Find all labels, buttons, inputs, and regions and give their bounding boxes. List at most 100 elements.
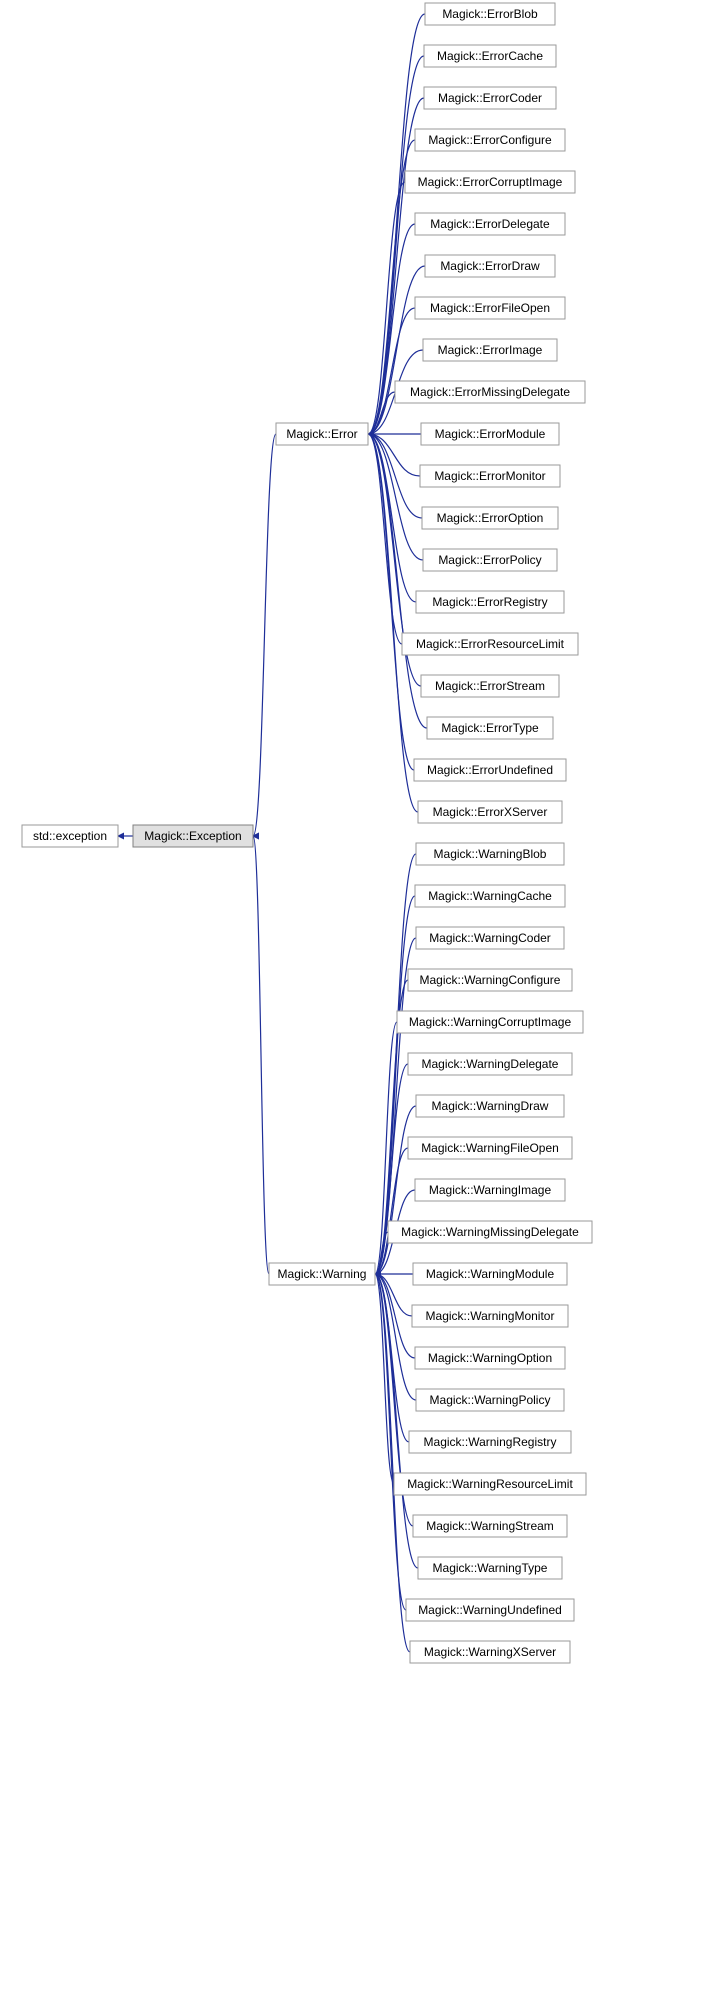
node-error-child-19-label: Magick::ErrorXServer (433, 805, 548, 819)
node-warning[interactable]: Magick::Warning (269, 1263, 375, 1285)
node-error-label: Magick::Error (286, 427, 357, 441)
node-error-child-2-label: Magick::ErrorCoder (438, 91, 542, 105)
node-error-child-16-label: Magick::ErrorStream (435, 679, 545, 693)
node-warning-child-18[interactable]: Magick::WarningUndefined (406, 1599, 574, 1621)
node-warning-child-18-label: Magick::WarningUndefined (418, 1603, 562, 1617)
edge-root-error (253, 434, 276, 836)
edge-warning-18 (375, 1274, 406, 1610)
node-error-child-9[interactable]: Magick::ErrorMissingDelegate (395, 381, 585, 403)
node-error-child-1-label: Magick::ErrorCache (437, 49, 543, 63)
node-warning-child-1-label: Magick::WarningCache (428, 889, 552, 903)
node-error-child-10-label: Magick::ErrorModule (435, 427, 546, 441)
node-error-child-10[interactable]: Magick::ErrorModule (421, 423, 559, 445)
node-warning-child-17[interactable]: Magick::WarningType (418, 1557, 562, 1579)
node-warning-child-4-label: Magick::WarningCorruptImage (409, 1015, 572, 1029)
inheritance-diagram: std::exception Magick::Exception Magick::E… (0, 0, 709, 2013)
edge-error-19 (368, 434, 418, 812)
node-warning-child-10-label: Magick::WarningModule (426, 1267, 555, 1281)
node-error-child-4-label: Magick::ErrorCorruptImage (418, 175, 563, 189)
node-warning-child-14-label: Magick::WarningRegistry (424, 1435, 557, 1449)
node-warning-child-16-label: Magick::WarningStream (426, 1519, 554, 1533)
node-warning-child-4[interactable]: Magick::WarningCorruptImage (397, 1011, 583, 1033)
node-warning-child-15[interactable]: Magick::WarningResourceLimit (394, 1473, 586, 1495)
node-warning-child-10[interactable]: Magick::WarningModule (413, 1263, 567, 1285)
node-warning-child-8[interactable]: Magick::WarningImage (415, 1179, 565, 1201)
node-error-child-12[interactable]: Magick::ErrorOption (422, 507, 558, 529)
edge-error-12 (368, 434, 422, 518)
node-warning-child-11[interactable]: Magick::WarningMonitor (412, 1305, 568, 1327)
node-warning-child-15-label: Magick::WarningResourceLimit (407, 1477, 573, 1491)
node-magick-exception[interactable]: Magick::Exception (133, 825, 253, 847)
node-warning-child-13-label: Magick::WarningPolicy (430, 1393, 551, 1407)
node-error-child-15[interactable]: Magick::ErrorResourceLimit (402, 633, 578, 655)
node-warning-child-6-label: Magick::WarningDraw (432, 1099, 549, 1113)
node-error-child-2[interactable]: Magick::ErrorCoder (424, 87, 556, 109)
node-error-child-12-label: Magick::ErrorOption (437, 511, 544, 525)
node-error-child-11[interactable]: Magick::ErrorMonitor (420, 465, 560, 487)
node-warning-child-19-label: Magick::WarningXServer (424, 1645, 556, 1659)
node-error-child-5-label: Magick::ErrorDelegate (430, 217, 550, 231)
node-warning-child-7-label: Magick::WarningFileOpen (421, 1141, 559, 1155)
node-error[interactable]: Magick::Error (276, 423, 368, 445)
node-error-child-6-label: Magick::ErrorDraw (440, 259, 540, 273)
node-std-exception-label: std::exception (33, 829, 107, 843)
node-warning-child-2-label: Magick::WarningCoder (429, 931, 551, 945)
node-warning-child-9[interactable]: Magick::WarningMissingDelegate (388, 1221, 592, 1243)
node-error-child-4[interactable]: Magick::ErrorCorruptImage (405, 171, 575, 193)
node-error-child-3-label: Magick::ErrorConfigure (428, 133, 552, 147)
node-warning-child-12-label: Magick::WarningOption (428, 1351, 552, 1365)
node-error-child-17-label: Magick::ErrorType (441, 721, 539, 735)
node-error-child-13-label: Magick::ErrorPolicy (438, 553, 541, 567)
node-warning-child-16[interactable]: Magick::WarningStream (413, 1515, 567, 1537)
node-error-child-7[interactable]: Magick::ErrorFileOpen (415, 297, 565, 319)
node-warning-child-2[interactable]: Magick::WarningCoder (416, 927, 564, 949)
node-std-exception[interactable]: std::exception (22, 825, 118, 847)
node-error-child-19[interactable]: Magick::ErrorXServer (418, 801, 562, 823)
node-error-child-8-label: Magick::ErrorImage (438, 343, 543, 357)
node-error-child-0-label: Magick::ErrorBlob (442, 7, 538, 21)
node-warning-child-0[interactable]: Magick::WarningBlob (416, 843, 564, 865)
node-warning-child-12[interactable]: Magick::WarningOption (415, 1347, 565, 1369)
node-warning-child-13[interactable]: Magick::WarningPolicy (416, 1389, 564, 1411)
edge-warning-19 (375, 1274, 410, 1652)
node-error-child-16[interactable]: Magick::ErrorStream (421, 675, 559, 697)
edge-error-15 (368, 434, 402, 644)
node-warning-child-0-label: Magick::WarningBlob (434, 847, 547, 861)
node-error-child-18-label: Magick::ErrorUndefined (427, 763, 553, 777)
node-warning-label: Magick::Warning (278, 1267, 367, 1281)
node-magick-exception-label: Magick::Exception (144, 829, 241, 843)
edge-warning-6 (375, 1106, 416, 1274)
node-error-child-0[interactable]: Magick::ErrorBlob (425, 3, 555, 25)
node-error-child-7-label: Magick::ErrorFileOpen (430, 301, 550, 315)
node-warning-child-5[interactable]: Magick::WarningDelegate (408, 1053, 572, 1075)
node-error-child-8[interactable]: Magick::ErrorImage (423, 339, 557, 361)
node-error-child-6[interactable]: Magick::ErrorDraw (425, 255, 555, 277)
node-error-child-9-label: Magick::ErrorMissingDelegate (410, 385, 570, 399)
node-warning-child-7[interactable]: Magick::WarningFileOpen (408, 1137, 572, 1159)
node-warning-child-3-label: Magick::WarningConfigure (420, 973, 561, 987)
node-error-child-13[interactable]: Magick::ErrorPolicy (423, 549, 557, 571)
edge-error-14 (368, 434, 416, 602)
node-warning-child-19[interactable]: Magick::WarningXServer (410, 1641, 570, 1663)
node-error-child-1[interactable]: Magick::ErrorCache (424, 45, 556, 67)
node-error-child-11-label: Magick::ErrorMonitor (434, 469, 545, 483)
nodes-layer: std::exception Magick::Exception Magick::E… (22, 3, 592, 1663)
node-warning-child-14[interactable]: Magick::WarningRegistry (409, 1431, 571, 1453)
node-warning-child-1[interactable]: Magick::WarningCache (415, 885, 565, 907)
node-error-child-14-label: Magick::ErrorRegistry (432, 595, 547, 609)
node-warning-child-8-label: Magick::WarningImage (429, 1183, 552, 1197)
node-error-child-5[interactable]: Magick::ErrorDelegate (415, 213, 565, 235)
node-warning-child-9-label: Magick::WarningMissingDelegate (401, 1225, 579, 1239)
node-error-child-15-label: Magick::ErrorResourceLimit (416, 637, 565, 651)
edge-error-1 (368, 56, 424, 434)
edge-root-warning (253, 836, 269, 1274)
node-error-child-3[interactable]: Magick::ErrorConfigure (415, 129, 565, 151)
node-warning-child-6[interactable]: Magick::WarningDraw (416, 1095, 564, 1117)
node-warning-child-3[interactable]: Magick::WarningConfigure (408, 969, 572, 991)
node-warning-child-5-label: Magick::WarningDelegate (422, 1057, 559, 1071)
node-error-child-14[interactable]: Magick::ErrorRegistry (416, 591, 564, 613)
node-error-child-17[interactable]: Magick::ErrorType (427, 717, 553, 739)
node-warning-child-11-label: Magick::WarningMonitor (426, 1309, 555, 1323)
node-warning-child-17-label: Magick::WarningType (433, 1561, 548, 1575)
node-error-child-18[interactable]: Magick::ErrorUndefined (414, 759, 566, 781)
